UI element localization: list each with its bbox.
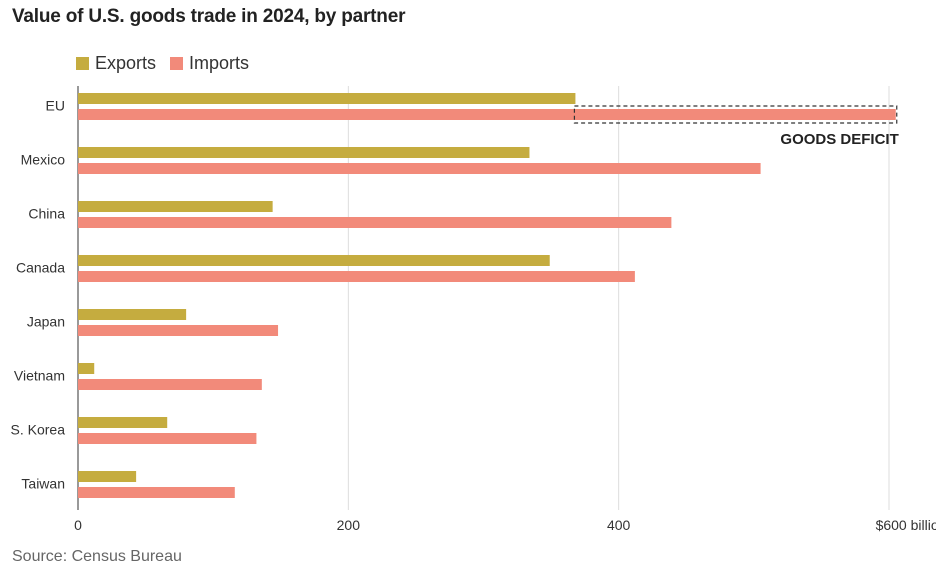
bar-exports-mexico bbox=[78, 147, 530, 158]
category-label-s-korea: S. Korea bbox=[11, 422, 66, 438]
bar-exports-s-korea bbox=[78, 417, 168, 428]
legend-label-imports: Imports bbox=[189, 53, 250, 73]
legend-swatch-imports bbox=[170, 57, 184, 70]
chart-title: Value of U.S. goods trade in 2024, by pa… bbox=[12, 6, 406, 27]
chart-legend: Exports Imports bbox=[76, 53, 263, 74]
bar-exports-taiwan bbox=[78, 471, 137, 482]
bar-imports-china bbox=[78, 217, 672, 228]
category-label-eu: EU bbox=[46, 98, 65, 114]
bar-exports-china bbox=[78, 201, 273, 212]
goods-deficit-box bbox=[573, 105, 898, 124]
category-label-canada: Canada bbox=[16, 260, 65, 276]
x-tick-label-2: 400 bbox=[607, 517, 631, 533]
category-label-japan: Japan bbox=[27, 314, 65, 330]
legend-label-exports: Exports bbox=[95, 53, 157, 73]
bar-imports-vietnam bbox=[78, 379, 262, 390]
legend-item-exports: Exports bbox=[76, 53, 156, 74]
x-tick-label-1: 200 bbox=[337, 517, 361, 533]
goods-deficit-label: GOODS DEFICIT bbox=[780, 131, 898, 148]
x-tick-label-3: $600 billion bbox=[876, 517, 936, 533]
bar-exports-eu bbox=[78, 93, 576, 104]
legend-item-imports: Imports bbox=[170, 53, 249, 74]
bar-exports-japan bbox=[78, 309, 187, 320]
category-label-china: China bbox=[28, 206, 65, 222]
bar-imports-eu bbox=[78, 109, 896, 120]
bar-exports-vietnam bbox=[78, 363, 95, 374]
legend-swatch-exports bbox=[76, 57, 89, 70]
bar-imports-mexico bbox=[78, 163, 761, 174]
x-tick-label-0: 0 bbox=[74, 517, 82, 533]
bar-imports-taiwan bbox=[78, 487, 235, 498]
bar-imports-japan bbox=[78, 325, 279, 336]
source-note: Source: Census Bureau bbox=[12, 548, 182, 565]
bar-exports-canada bbox=[78, 255, 550, 266]
bar-imports-canada bbox=[78, 271, 635, 282]
category-label-taiwan: Taiwan bbox=[21, 476, 65, 492]
category-label-vietnam: Vietnam bbox=[14, 368, 65, 384]
bar-imports-s-korea bbox=[78, 433, 257, 444]
category-label-mexico: Mexico bbox=[21, 152, 66, 168]
